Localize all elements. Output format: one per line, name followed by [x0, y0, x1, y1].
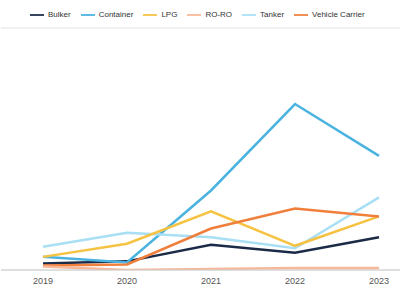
svg-text:2023: 2023 — [369, 276, 389, 286]
html-text:Container: Container — [98, 10, 134, 20]
html-text:LPG: LPG — [161, 10, 178, 20]
html-text:RO-RO: RO-RO — [205, 10, 233, 20]
svg-text:2022: 2022 — [285, 276, 305, 286]
html-text:Tanker: Tanker — [260, 10, 285, 20]
html-text:Vehicle Carrier: Vehicle Carrier — [312, 10, 365, 20]
svg-text:2019: 2019 — [33, 276, 53, 286]
svg-text:2020: 2020 — [117, 276, 137, 286]
html-text:Bulker: Bulker — [48, 10, 71, 20]
svg-text:2021: 2021 — [201, 276, 221, 286]
